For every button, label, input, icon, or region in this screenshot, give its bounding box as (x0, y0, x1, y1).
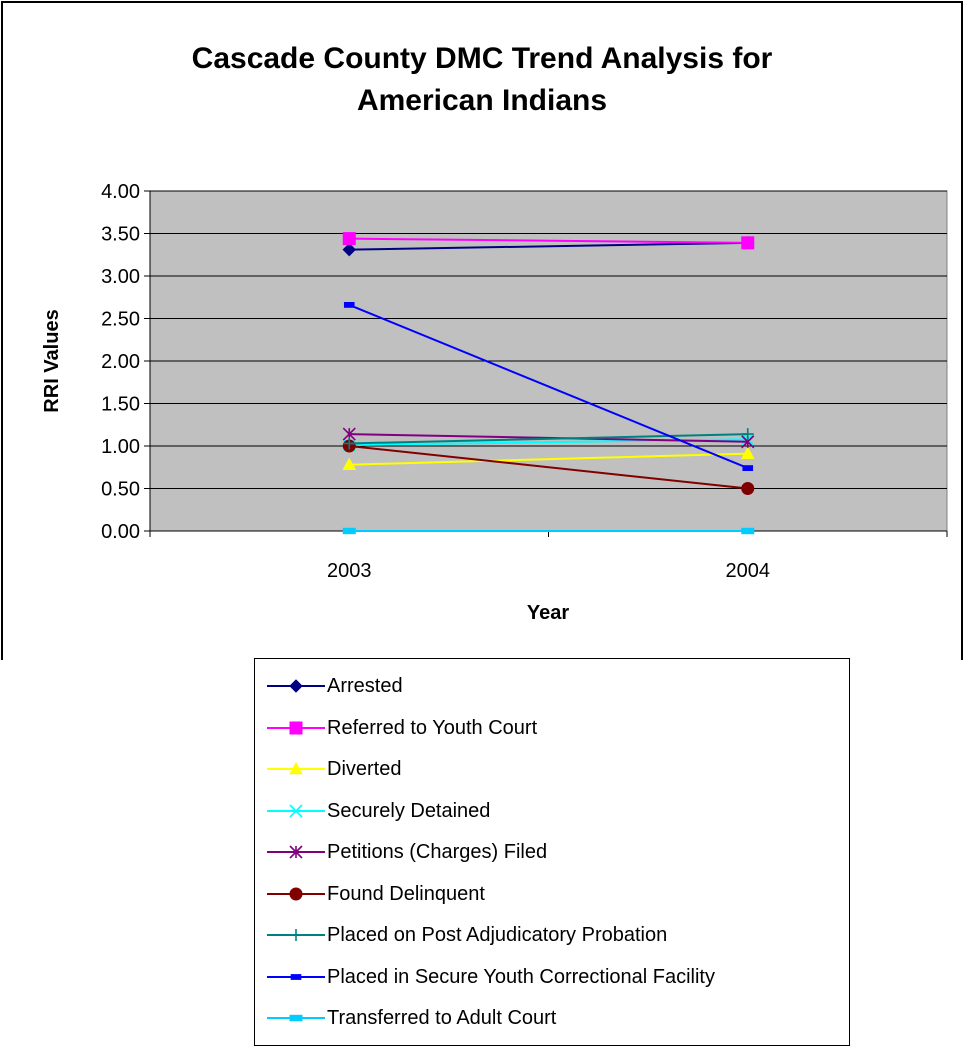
triangle-marker (342, 457, 357, 470)
chart-title: Cascade County DMC Trend Analysis for Am… (0, 38, 964, 122)
y-tick-labels: 0.00 0.50 1.00 1.50 2.00 2.50 3.00 3.50 4.00 (101, 181, 140, 543)
y-tick-label: 3.50 (101, 224, 140, 246)
y-tick-label: 0.00 (101, 521, 140, 543)
legend-label: Placed on Post Adjudicatory Probation (327, 924, 668, 946)
grid-lines (150, 190, 947, 489)
diamond-marker (342, 242, 356, 257)
triangle-marker (289, 761, 303, 775)
y-tick-label: 1.50 (101, 394, 140, 416)
series-line (349, 445, 748, 490)
star-marker (289, 845, 303, 859)
square-marker (741, 236, 755, 250)
series-line (349, 452, 748, 466)
legend-label: Found Delinquent (327, 882, 485, 905)
legend-item: Referred to Youth Court (255, 711, 849, 745)
legend-label: Securely Detained (327, 799, 491, 822)
legend-item: Arrested (255, 669, 849, 703)
x-tick-labels: 2003 2004 (327, 560, 770, 582)
legend-label: Diverted (327, 758, 402, 780)
series-layer (342, 232, 755, 535)
bar-marker (289, 1014, 303, 1022)
y-tick-label: 4.00 (101, 181, 140, 203)
legend-swatch (267, 973, 325, 980)
legend-label: Arrested (327, 675, 403, 697)
legend-item: Placed in Secure Youth Correctional Faci… (255, 960, 849, 994)
legend-item: Transferred to Adult Court (255, 1001, 849, 1035)
legend-swatch (267, 1014, 325, 1022)
series-line (349, 241, 748, 251)
legend-label: Petitions (Charges) Filed (327, 841, 548, 863)
y-tick-label: 2.00 (101, 351, 140, 373)
bar-marker (741, 527, 755, 535)
legend-label: Transferred to Adult Court (327, 1007, 557, 1029)
x-marker (289, 803, 303, 818)
dash-marker (343, 302, 355, 308)
legend-item: Securely Detained (255, 794, 849, 828)
legend-label: Referred to Youth Court (327, 716, 538, 739)
plus-marker (741, 428, 754, 441)
legend-item: Found Delinquent (255, 877, 849, 911)
series-line (349, 237, 748, 244)
legend-swatch (267, 721, 325, 734)
series-line (348, 303, 749, 470)
legend-swatch (267, 929, 325, 941)
diamond-marker (289, 679, 303, 693)
y-tick-label: 3.00 (101, 266, 140, 288)
y-axis-title: RRI Values (41, 309, 63, 412)
x-tick-label: 2003 (327, 560, 372, 582)
y-tick-label: 0.50 (101, 479, 140, 501)
series-placed-on-post-adjudicatory-probation (343, 428, 754, 450)
series-line (349, 433, 748, 445)
series-referred-to-youth-court (342, 232, 755, 250)
legend-swatch (267, 761, 325, 775)
x-axis-title: Year (527, 602, 569, 624)
legend-swatch (267, 679, 325, 693)
y-tick-label: 1.00 (101, 436, 140, 458)
chart-title-line-2: American Indians (356, 84, 608, 117)
circle-marker (289, 887, 303, 900)
chart-outer-border (1, 1, 963, 660)
chart-svg: 0.00 0.50 1.00 1.50 2.00 2.50 3.00 3.50 4.00 200… (1, 1, 963, 660)
bar-marker (342, 527, 356, 535)
series-diverted (342, 446, 755, 470)
legend-swatch (267, 887, 325, 900)
legend-swatch (267, 845, 325, 859)
plus-marker (290, 929, 302, 941)
legend-item: Placed on Post Adjudicatory Probation (255, 918, 849, 952)
legend: Arrested Referred to Youth Court Diverted S… (254, 658, 850, 1046)
legend-swatch (267, 803, 325, 818)
dash-marker (742, 465, 754, 472)
x-tick-label: 2004 (726, 560, 771, 582)
plus-marker (343, 437, 356, 450)
legend-item: Petitions (Charges) Filed (255, 835, 849, 869)
series-transferred-to-adult-court (342, 527, 755, 535)
y-tick-label: 2.50 (101, 309, 140, 331)
circle-marker (741, 482, 755, 495)
legend-item: Diverted (255, 752, 849, 786)
square-marker (289, 721, 303, 734)
square-marker (342, 232, 356, 246)
series-placed-in-secure-youth-correctional-facility (343, 302, 754, 472)
triangle-marker (740, 446, 755, 459)
chart-title-line-1: Cascade County DMC Trend Analysis for (191, 42, 773, 75)
dash-marker (290, 973, 302, 980)
legend-label: Placed in Secure Youth Correctional Faci… (327, 965, 715, 988)
